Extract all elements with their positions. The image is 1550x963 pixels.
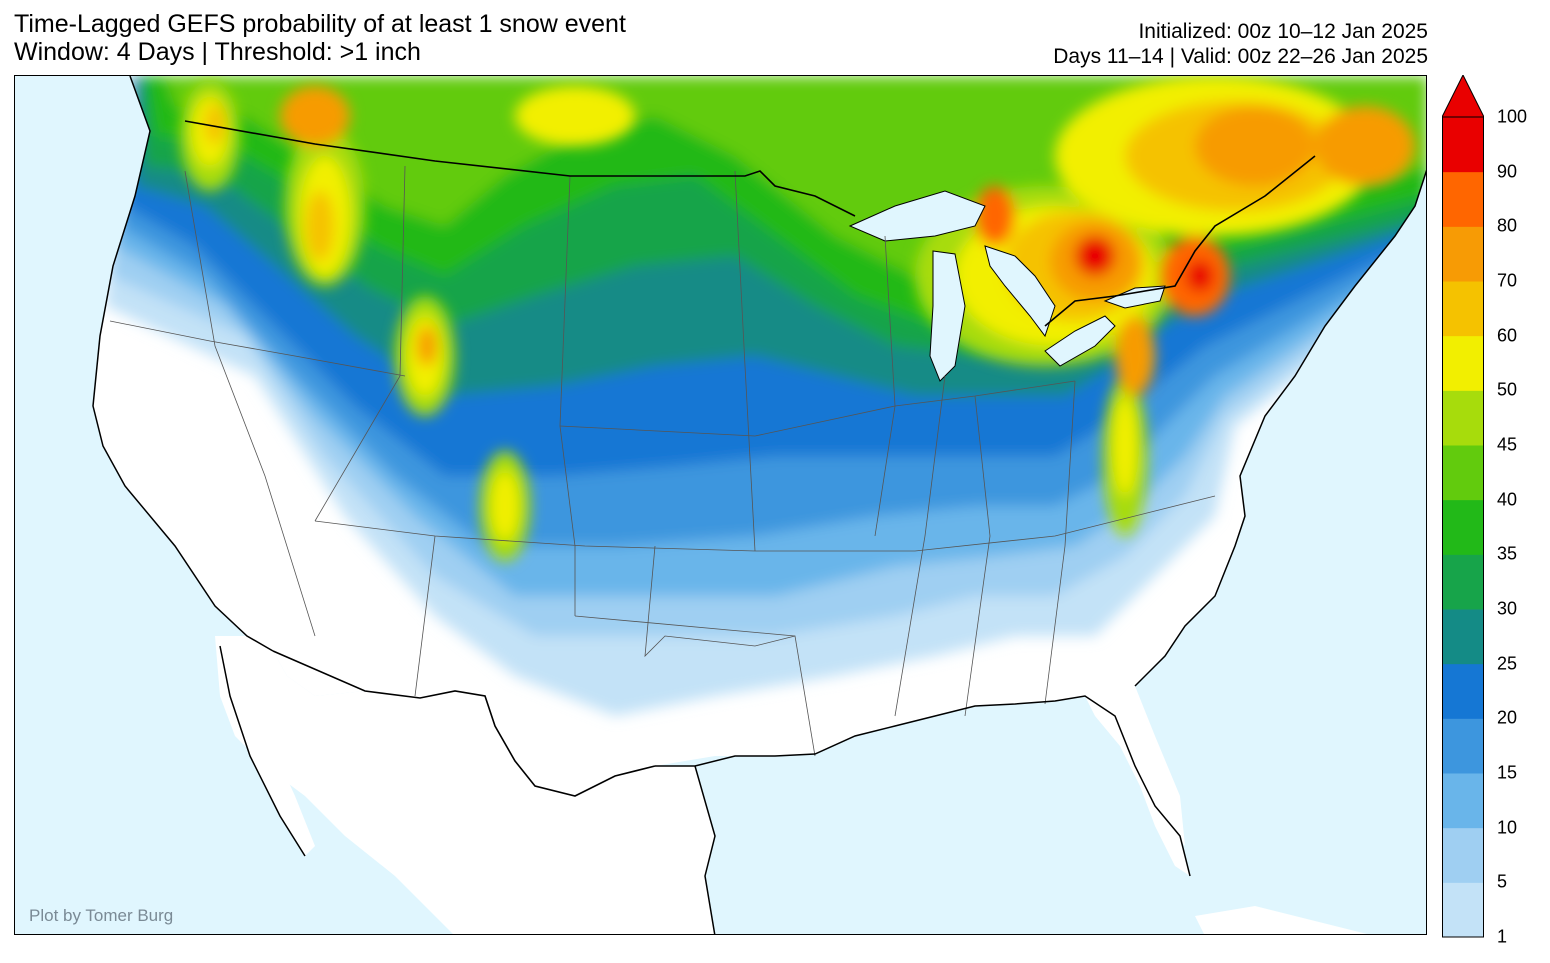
colorbar-segment bbox=[1442, 827, 1484, 883]
probability-map bbox=[15, 76, 1426, 934]
map-title: Time-Lagged GEFS probability of at least… bbox=[14, 10, 626, 66]
colorbar-segment bbox=[1442, 554, 1484, 610]
colorbar bbox=[1442, 75, 1484, 938]
colorbar-tick-label: 40 bbox=[1497, 489, 1518, 510]
colorbar-segment bbox=[1442, 117, 1484, 173]
map-panel[interactable]: Plot by Tomer Burg bbox=[14, 75, 1427, 935]
run-info: Initialized: 00z 10–12 Jan 2025 Days 11–… bbox=[1053, 19, 1428, 69]
great-lakes bbox=[848, 190, 1166, 382]
colorbar-tick-label: 80 bbox=[1497, 215, 1518, 236]
colorbar-tick-label: 70 bbox=[1497, 270, 1518, 291]
credit-label: Plot by Tomer Burg bbox=[29, 906, 174, 925]
title-line-1: Time-Lagged GEFS probability of at least… bbox=[14, 10, 626, 38]
colorbar-extend-arrow bbox=[1442, 75, 1484, 118]
colorbar-segment bbox=[1442, 445, 1484, 501]
colorbar-tick-label: 30 bbox=[1497, 598, 1518, 619]
state-boundaries bbox=[109, 165, 1216, 757]
colorbar-tick-label: 60 bbox=[1497, 325, 1518, 346]
colorbar-segments bbox=[1442, 117, 1484, 938]
colorbar-segment bbox=[1442, 281, 1484, 337]
colorbar-segment bbox=[1442, 335, 1484, 391]
colorbar-tick-label: 90 bbox=[1497, 161, 1518, 182]
coastline bbox=[92, 76, 1426, 934]
colorbar-tick-label: 20 bbox=[1497, 707, 1518, 728]
colorbar-segment bbox=[1442, 718, 1484, 774]
colorbar-tick-label: 35 bbox=[1497, 543, 1518, 564]
colorbar-segment bbox=[1442, 171, 1484, 227]
colorbar-tick-label: 15 bbox=[1497, 762, 1518, 783]
national-boundaries bbox=[184, 120, 1316, 797]
valid-time-label: Days 11–14 | Valid: 00z 22–26 Jan 2025 bbox=[1053, 45, 1428, 68]
colorbar-segment bbox=[1442, 499, 1484, 555]
colorbar-tick-label: 1 bbox=[1497, 926, 1508, 947]
colorbar-tick-label: 50 bbox=[1497, 379, 1518, 400]
colorbar-outline bbox=[1442, 116, 1484, 938]
colorbar-segment bbox=[1442, 663, 1484, 719]
colorbar-segment bbox=[1442, 609, 1484, 665]
probability-shading bbox=[105, 76, 1426, 716]
title-line-2: Window: 4 Days | Threshold: >1 inch bbox=[14, 38, 421, 66]
colorbar-tick-label: 100 bbox=[1497, 106, 1528, 127]
colorbar-tick-label: 10 bbox=[1497, 817, 1518, 838]
colorbar-tick-label: 5 bbox=[1497, 871, 1508, 892]
colorbar-tick-label: 25 bbox=[1497, 653, 1518, 674]
colorbar-segment bbox=[1442, 882, 1484, 938]
colorbar-segment bbox=[1442, 226, 1484, 282]
colorbar-segment bbox=[1442, 773, 1484, 829]
colorbar-segment bbox=[1442, 390, 1484, 446]
init-time-label: Initialized: 00z 10–12 Jan 2025 bbox=[1138, 20, 1428, 43]
colorbar-tick-label: 45 bbox=[1497, 434, 1518, 455]
